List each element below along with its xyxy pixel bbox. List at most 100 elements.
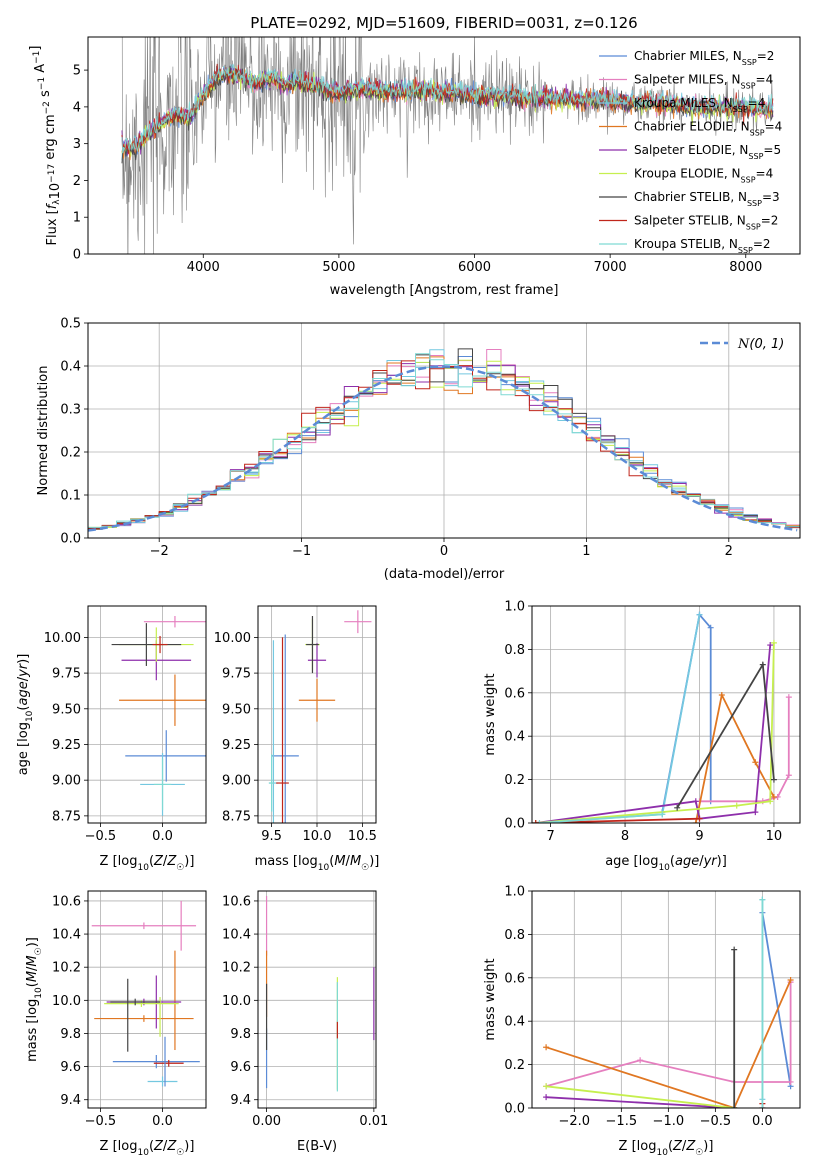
- x-tick-label: 7000: [594, 260, 627, 275]
- legend-label-part: SSP: [746, 222, 761, 231]
- weight-point: [543, 1044, 550, 1051]
- mass_vs_z-frame: [87, 890, 207, 1109]
- age-z-xlabel-part: (: [149, 854, 154, 869]
- weight-point: [731, 1105, 738, 1108]
- y-tick-label: 0.0: [60, 532, 81, 547]
- residual-legend-label: N(0, 1): [737, 337, 784, 352]
- y-tick-label: 1.0: [504, 600, 525, 615]
- x-tick-label: 10.5: [348, 829, 377, 844]
- x-tick-label: 10: [766, 829, 783, 844]
- weight-age-xlabel-part: 10: [658, 863, 670, 873]
- weight-point: [759, 896, 766, 903]
- weight-series-line: [535, 614, 701, 823]
- x-tick-label: 0.0: [152, 829, 173, 844]
- age-mass-xlabel-part: )]: [369, 854, 379, 869]
- weight-point: [659, 811, 666, 818]
- weight-point: [759, 661, 766, 668]
- y-tick-label: 4: [73, 100, 81, 115]
- y-tick-label: 1: [73, 211, 81, 226]
- legend-label-part: Salpeter MILES, N: [634, 73, 741, 87]
- weight-series-line: [535, 817, 700, 823]
- legend-label-part: SSP: [741, 81, 756, 90]
- x-tick-label: 9: [695, 829, 703, 844]
- spectrum-axes: 4000 5000 6000 7000 8000 0 1 2 3 4 5: [73, 64, 763, 275]
- y-tick-label: 9.00: [52, 774, 81, 789]
- residual-legend-label-part: N: [737, 337, 750, 352]
- weight-series-line: [545, 1085, 735, 1108]
- age_vs_z-plot-area: [111, 615, 206, 816]
- legend-label-part: =4: [756, 73, 774, 87]
- age-z-ylabel-part: (: [16, 706, 31, 711]
- x-tick-label: −2.0: [559, 1114, 591, 1129]
- weight-point: [785, 772, 792, 779]
- mass_vs_ebv-axes: 0.00 0.01 9.4 9.6 9.8 10.0 10.2 10.4 10.6: [222, 891, 388, 1129]
- weight-point: [767, 642, 774, 649]
- weight-point: [770, 776, 777, 783]
- x-tick-label: 8: [621, 829, 629, 844]
- legend-label-part: Chabrier MILES, N: [634, 49, 742, 63]
- x-tick-label: 1: [582, 544, 590, 559]
- age-z-ylabel-part: yr: [16, 662, 31, 678]
- weight-point: [692, 820, 699, 823]
- legend-label-part: Chabrier STELIB, N: [634, 190, 747, 204]
- x-tick-label: 7: [546, 829, 554, 844]
- legend-label: Kroupa MILES, NSSP=4: [634, 96, 765, 114]
- age-mass-xlabel-part: ☉: [361, 863, 369, 873]
- residuals-frame: [87, 322, 801, 539]
- mass-ebv-xlabel: E(B-V): [297, 1139, 337, 1154]
- weight-point: [752, 759, 759, 766]
- mass-z-ylabel-part: /: [25, 966, 40, 971]
- spectrum-frame: [87, 36, 801, 255]
- mass-z-ylabel-part: M: [25, 955, 40, 966]
- legend-label-part: =4: [756, 167, 774, 181]
- mass-z-ylabel-part: mass [log: [25, 999, 40, 1062]
- weight-point: [718, 691, 725, 698]
- weight-age-xlabel-part: /: [699, 854, 704, 869]
- legend-label-part: Chabrier ELODIE, N: [634, 120, 750, 134]
- x-tick-label: 6000: [458, 260, 491, 275]
- age-mass-xlabel-part: mass [log: [255, 854, 318, 869]
- legend-label: Chabrier ELODIE, NSSP=4: [634, 120, 782, 138]
- weight-z-xlabel-part: Z [log: [619, 1139, 657, 1154]
- y-tick-label: 0.4: [60, 360, 81, 375]
- weight_vs_age-frame: [531, 605, 801, 824]
- weight-point: [707, 624, 714, 631]
- weight-z-xlabel-part: /: [682, 1139, 687, 1154]
- spectrum-xlabel: wavelength [Angstrom, rest frame]: [330, 283, 559, 298]
- y-tick-label: 10.00: [214, 631, 251, 646]
- spectrum-ylabel-part: Flux [: [45, 209, 60, 245]
- y-tick-label: 10.2: [52, 961, 81, 976]
- y-tick-label: 9.00: [222, 774, 251, 789]
- legend-label-part: SSP: [750, 128, 765, 137]
- weight-point: [759, 1105, 766, 1108]
- weight-age-xlabel: age [log10(age/yr)]: [605, 854, 727, 873]
- weight-point: [770, 793, 777, 800]
- spectrum-ylabel-part: erg cm: [43, 114, 58, 163]
- x-tick-label: −2: [150, 544, 169, 559]
- age-z-xlabel: Z [log10(Z/Z☉)]: [100, 854, 195, 873]
- mass-z-xlabel: Z [log10(Z/Z☉)]: [100, 1139, 195, 1158]
- weight-series-line: [539, 813, 663, 823]
- weight-point: [692, 798, 699, 805]
- legend-label-part: =2: [761, 214, 779, 228]
- mass_vs_ebv-frame: [257, 890, 377, 1109]
- weight-series-line: [694, 692, 775, 823]
- weight-point: [752, 809, 759, 816]
- y-tick-label: 0.6: [504, 686, 525, 701]
- weight-z-xlabel-part: 10: [656, 1148, 668, 1158]
- spectrum-ylabel-part: λ: [52, 199, 62, 205]
- y-tick-label: 9.50: [52, 702, 81, 717]
- legend-label-part: SSP: [747, 199, 762, 208]
- x-tick-label: 8000: [729, 260, 762, 275]
- residual-ylabel: Normed distribution: [36, 366, 51, 496]
- x-tick-label: 4000: [187, 260, 220, 275]
- y-tick-label: 10.6: [52, 894, 81, 909]
- legend-label: Chabrier MILES, NSSP=2: [634, 49, 774, 67]
- spectrum-ylabel-part: s: [38, 90, 53, 101]
- age-z-ylabel-part: )]: [16, 654, 31, 664]
- age_vs_z-axes: −0.5 0.0 8.75 9.00 9.25 9.50 9.75 10.00: [44, 606, 206, 844]
- legend-label: Kroupa ELODIE, NSSP=4: [634, 167, 773, 185]
- x-tick-label: −0.5: [700, 1114, 732, 1129]
- legend-label-part: Kroupa STELIB, N: [634, 237, 738, 251]
